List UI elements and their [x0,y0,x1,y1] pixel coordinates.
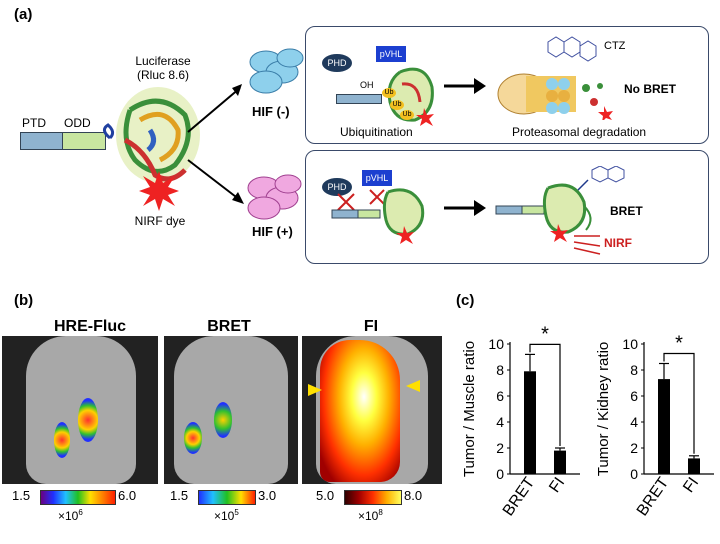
bret-image [164,336,298,484]
proteasomal-label: Proteasomal degradation [512,125,647,139]
ub-chain-1: Ub [382,88,396,98]
kidney-bar-bret [658,379,670,474]
oh-label: OH [360,80,374,90]
muscle-significance-bracket [529,343,561,446]
kidney-significance-bracket [663,352,695,454]
tumor-muscle-chart: Tumor / Muscle ratio 0 2 4 6 8 10 BRET FI * [461,323,580,519]
hif-negative-label: HIF (-) [252,104,290,119]
construct-top-icon [336,94,382,104]
nirf-dye-starburst-icon [139,171,179,211]
phd-top-badge: PHD [322,54,352,72]
muscle-bar-bret [524,371,536,474]
ptd-label: PTD [22,116,46,130]
odd-segment [62,132,106,150]
bret-cbar-max: 3.0 [258,488,277,503]
ptd-segment [20,132,64,150]
luciferase-label: Luciferase [135,54,191,68]
bret-emission-icon [495,166,625,255]
kidney-xtick-label: BRET [634,474,673,519]
kidney-ytick-label: 10 [622,336,638,352]
fi-column-title: FI [363,318,379,335]
ubiquitination-label: Ubiquitination [340,125,413,139]
bret-scale: ×105 [214,508,239,523]
muscle-ytick-label: 4 [496,414,504,430]
muscle-ytick-label: 0 [496,466,504,482]
ub-chain-2: Ub [390,100,404,110]
panel-a-label: (a) [14,6,33,23]
muscle-ylabel: Tumor / Muscle ratio [461,341,478,477]
luciferase-protein-icon [103,87,200,183]
kidney-ytick-label: 0 [630,466,638,482]
bottom-process-arrow [444,200,486,216]
ub-chain-3: Ub [400,110,414,120]
proteasome-icon [497,73,613,120]
ctz-label: CTZ [604,40,626,52]
kidney-ytick-label: 2 [630,440,638,456]
kidney-xtick-label: FI [680,475,702,496]
luciferase-variant: (Rluc 8.6) [136,68,189,82]
muscle-ytick-label: 8 [496,362,504,378]
muscle-xtick-label: BRET [500,474,539,519]
kidney-ylabel: Tumor / Kidney ratio [595,342,612,477]
hre-fluc-title: HRE-Fluc [54,318,126,335]
kidney-bar-fi [688,458,700,474]
bret-cbar-min: 1.5 [170,488,189,503]
fi-cbar-min: 5.0 [316,488,335,503]
bret-column-title: BRET [207,318,251,335]
pvhl-bottom-badge: pVHL [362,170,392,186]
kidney-ytick-label: 4 [630,414,638,430]
top-process-arrow [444,78,486,94]
tumor-kidney-chart: Tumor / Kidney ratio 0 2 4 6 8 10 BRET FI * [595,333,714,519]
fi-cbar-max: 8.0 [404,488,423,503]
kidney-significance-star: * [675,333,683,355]
no-bret-label: No BRET [624,82,676,96]
nirf-dye-label: NIRF dye [134,214,186,228]
hif-negative-cells-icon [249,48,304,94]
hre-fluc-image [2,336,158,484]
phd-bottom-badge: PHD [322,178,352,196]
hre-fluc-cbar-min: 1.5 [12,488,31,503]
stabilized-construct-icon [331,188,425,244]
muscle-ytick-label: 6 [496,388,504,404]
pvhl-top-badge: pVHL [376,46,406,62]
hre-fluc-cbar-max: 6.0 [118,488,137,503]
hif-positive-label: HIF (+) [252,224,293,239]
muscle-xtick-label: FI [546,475,568,496]
fi-scale: ×108 [358,508,383,523]
hre-fluc-scale: ×106 [58,508,83,523]
bret-colorbar [198,490,256,505]
muscle-bar-fi [554,450,566,474]
nirf-label: NIRF [604,236,632,250]
panel-b-label: (b) [14,292,34,309]
ctz-molecule-icon [547,36,597,62]
kidney-ytick-label: 8 [630,362,638,378]
muscle-ytick-label: 2 [496,440,504,456]
branch-arrows [187,84,244,204]
fi-colorbar [344,490,402,505]
panel-c-label: (c) [456,292,475,309]
kidney-ytick-label: 6 [630,388,638,404]
hif-positive-cells-icon [247,174,302,220]
fi-image [302,336,442,484]
muscle-significance-star: * [541,323,549,345]
odd-label: ODD [64,116,91,130]
bret-label: BRET [610,204,643,218]
muscle-ytick-label: 10 [488,336,504,352]
hre-fluc-colorbar [40,490,116,505]
